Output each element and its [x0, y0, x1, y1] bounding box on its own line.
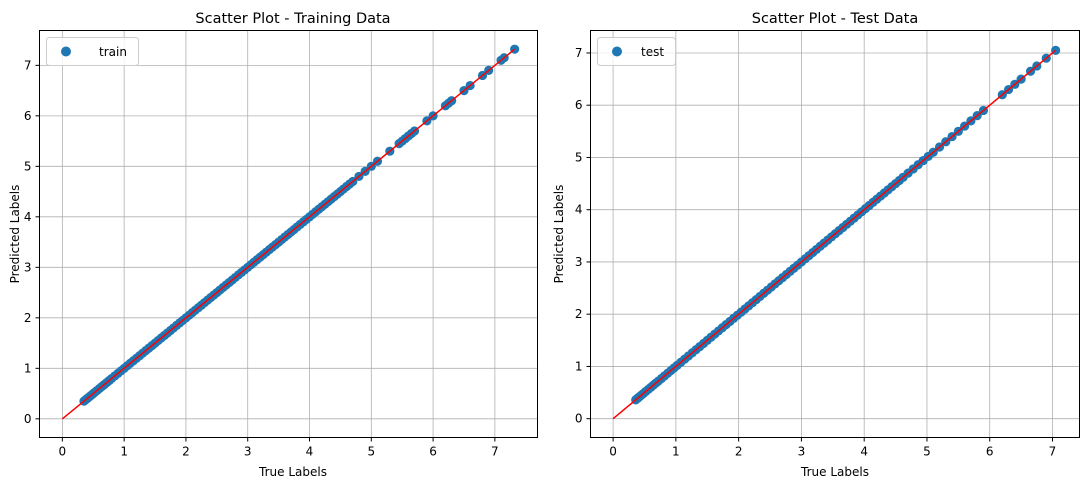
- test-legend-marker: [612, 46, 622, 57]
- train-grid: [39, 30, 538, 438]
- test-y-tick-label: 5: [575, 150, 583, 164]
- train-legend-box: [46, 37, 139, 66]
- train-y-tick-label: 0: [24, 412, 32, 426]
- train-ideal-line: [61, 48, 516, 420]
- train-legend-label: train: [99, 45, 127, 59]
- train-x-axis-label: True Labels: [258, 465, 327, 479]
- test-x-tick-label: 6: [986, 445, 994, 459]
- train-y-ticks: 0 1 2 3 4 5 6 7: [24, 58, 40, 426]
- train-x-ticks: 0 1 2 3 4 5 6 7: [59, 437, 499, 459]
- test-x-tick-label: 7: [1049, 445, 1057, 459]
- test-y-tick-label: 0: [575, 412, 583, 426]
- test-ideal-line: [612, 49, 1057, 420]
- test-chart-title: Scatter Plot - Test Data: [752, 11, 919, 27]
- test-x-tick-label: 4: [860, 445, 868, 459]
- test-legend-box: [597, 37, 676, 66]
- test-x-axis-label: True Labels: [800, 465, 869, 479]
- test-x-tick-label: 5: [923, 445, 931, 459]
- train-y-tick-label: 2: [24, 311, 32, 325]
- train-y-tick-label: 7: [24, 58, 32, 72]
- train-x-tick-label: 6: [429, 445, 437, 459]
- train-y-tick-label: 3: [24, 260, 32, 274]
- test-y-tick-label: 7: [575, 46, 583, 60]
- test-y-tick-label: 4: [575, 203, 583, 217]
- train-x-tick-label: 0: [59, 445, 67, 459]
- test-y-tick-label: 6: [575, 98, 583, 112]
- test-y-tick-label: 3: [575, 255, 583, 269]
- test-y-ticks: 0 1 2 3 4 5 6 7: [575, 46, 591, 426]
- test-x-tick-label: 3: [798, 445, 806, 459]
- train-y-axis-label: Predicted Labels: [8, 185, 22, 284]
- test-grid: [590, 30, 1080, 438]
- train-legend-marker: [61, 46, 71, 57]
- test-x-tick-label: 2: [735, 445, 743, 459]
- train-y-tick-label: 6: [24, 109, 32, 123]
- train-x-tick-label: 5: [367, 445, 375, 459]
- test-chart: Scatter Plot - Test Data 0 1 2 3 4 5 6 7 0 1 2 3 4 5…: [552, 11, 1080, 479]
- train-x-tick-label: 4: [306, 445, 314, 459]
- test-y-tick-label: 2: [575, 307, 583, 321]
- test-x-tick-label: 1: [672, 445, 680, 459]
- train-chart-title: Scatter Plot - Training Data: [195, 11, 390, 27]
- train-x-tick-label: 7: [491, 445, 499, 459]
- test-legend: test: [597, 37, 676, 66]
- train-chart: Scatter Plot - Training Data 0 1 2 3 4 5 6 7 0 1…: [8, 11, 538, 479]
- train-y-tick-label: 5: [24, 159, 32, 173]
- test-x-ticks: 0 1 2 3 4 5 6 7: [609, 437, 1057, 459]
- train-x-tick-label: 2: [182, 445, 190, 459]
- test-x-tick-label: 0: [609, 445, 617, 459]
- test-y-axis-label: Predicted Labels: [552, 185, 566, 284]
- test-y-tick-label: 1: [575, 359, 583, 373]
- train-y-tick-label: 1: [24, 361, 32, 375]
- train-x-tick-label: 1: [120, 445, 128, 459]
- train-x-tick-label: 3: [244, 445, 252, 459]
- train-y-tick-label: 4: [24, 210, 32, 224]
- test-axes-frame: [590, 30, 1080, 438]
- test-legend-label: test: [641, 45, 664, 59]
- train-axes-frame: [39, 30, 538, 438]
- train-legend: train: [46, 37, 139, 66]
